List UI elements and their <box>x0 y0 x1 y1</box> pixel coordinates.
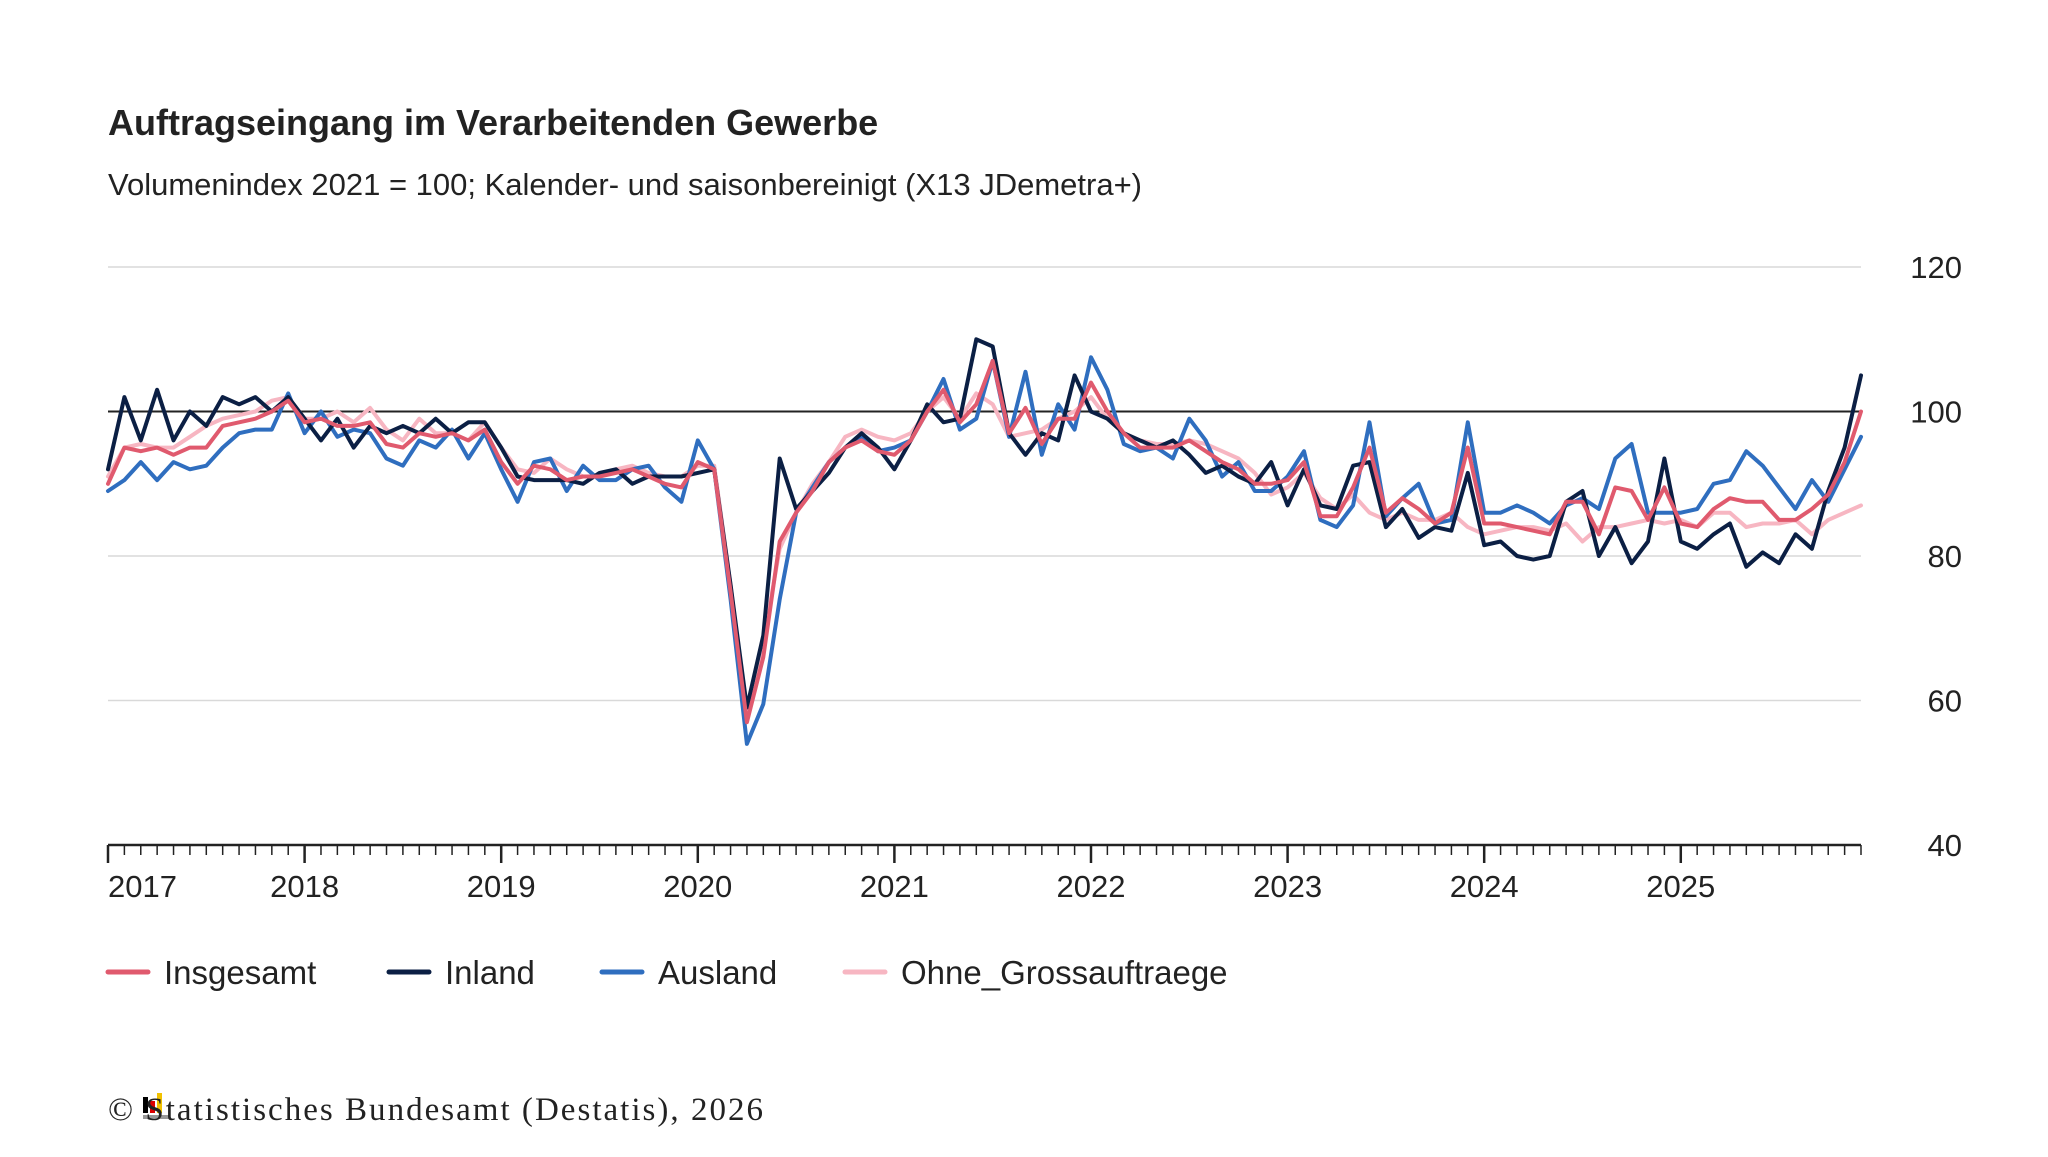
series-line <box>106 358 1863 725</box>
legend-label: Ausland <box>658 954 777 991</box>
y-tick-label: 80 <box>1928 539 1962 574</box>
y-tick-label: 100 <box>1910 395 1962 430</box>
x-tick-label: 2022 <box>1057 869 1126 904</box>
y-tick-label: 40 <box>1928 828 1962 863</box>
x-tick-label: 2025 <box>1646 869 1715 904</box>
series-line <box>106 355 1863 746</box>
x-tick-label: 2021 <box>860 869 929 904</box>
y-tick-label: 60 <box>1928 684 1962 719</box>
chart-title: Auftragseingang im Verarbeitenden Gewerb… <box>108 102 878 143</box>
legend-label: Insgesamt <box>164 954 316 991</box>
chart-subtitle: Volumenindex 2021 = 100; Kalender- und s… <box>108 167 1142 202</box>
x-tick-label: 2020 <box>663 869 732 904</box>
x-tick-label: 2019 <box>467 869 536 904</box>
x-tick-label: 2024 <box>1450 869 1519 904</box>
x-tick-label: 2018 <box>270 869 339 904</box>
legend-label: Inland <box>445 954 535 991</box>
legend-label: Ohne_Grossauftraege <box>901 954 1228 991</box>
y-tick-label: 120 <box>1910 250 1962 285</box>
series-line <box>106 391 1863 717</box>
footer: © Statistisches Bundesamt (Destatis), 20… <box>108 1092 763 1128</box>
logo <box>143 1093 170 1119</box>
x-tick-label: 2017 <box>108 869 177 904</box>
x-tick-label: 2023 <box>1253 869 1322 904</box>
